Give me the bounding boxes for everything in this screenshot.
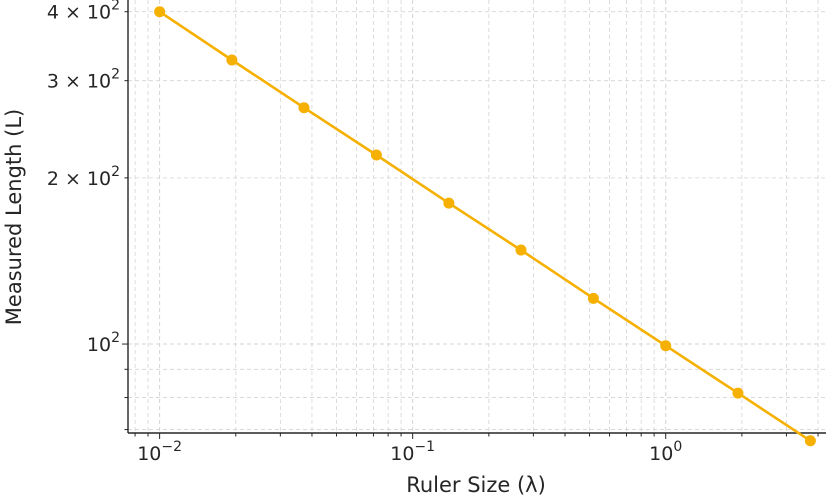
data-point [660, 340, 672, 352]
x-tick-label-base: 10 [137, 443, 161, 465]
axes [127, 0, 826, 434]
data-point [226, 54, 238, 66]
series-line [158, 10, 812, 442]
y-tick-label: 2 × 102 [47, 164, 120, 190]
y-tick-label-exponent: 2 [111, 0, 120, 14]
data-point [154, 6, 166, 18]
x-tick-label-base: 10 [649, 443, 673, 465]
series [154, 6, 816, 447]
x-axis-label: Ruler Size (λ) [406, 473, 546, 497]
x-tick-label: 10−2 [137, 439, 182, 465]
data-point [370, 149, 382, 161]
x-tick-label: 100 [649, 439, 682, 465]
y-axis-label: Measured Length (L) [2, 109, 26, 325]
x-tick-label: 10−1 [390, 439, 435, 465]
data-point [298, 102, 310, 114]
data-point [515, 244, 527, 256]
x-tick-label-exponent: −1 [414, 439, 435, 455]
data-point [732, 387, 744, 399]
y-tick-label-exponent: 2 [111, 67, 120, 83]
y-tick-label-mantissa: 4 × 10 [47, 2, 111, 24]
y-tick-label: 4 × 102 [47, 0, 120, 24]
y-tick-label: 102 [87, 330, 120, 356]
y-tick-label: 3 × 102 [47, 67, 120, 93]
y-tick-label-mantissa: 2 × 10 [47, 168, 111, 190]
data-point [804, 435, 816, 447]
data-point [587, 292, 599, 304]
x-tick-label-exponent: −2 [161, 439, 182, 455]
y-tick-label-mantissa: 10 [87, 334, 111, 356]
x-tick-label-base: 10 [390, 443, 414, 465]
grid [128, 0, 826, 433]
y-tick-label-exponent: 2 [111, 164, 120, 180]
y-tick-label-exponent: 2 [111, 330, 120, 346]
y-tick-label-mantissa: 3 × 10 [47, 71, 111, 93]
data-point [443, 197, 455, 209]
x-tick-label-exponent: 0 [673, 439, 682, 455]
